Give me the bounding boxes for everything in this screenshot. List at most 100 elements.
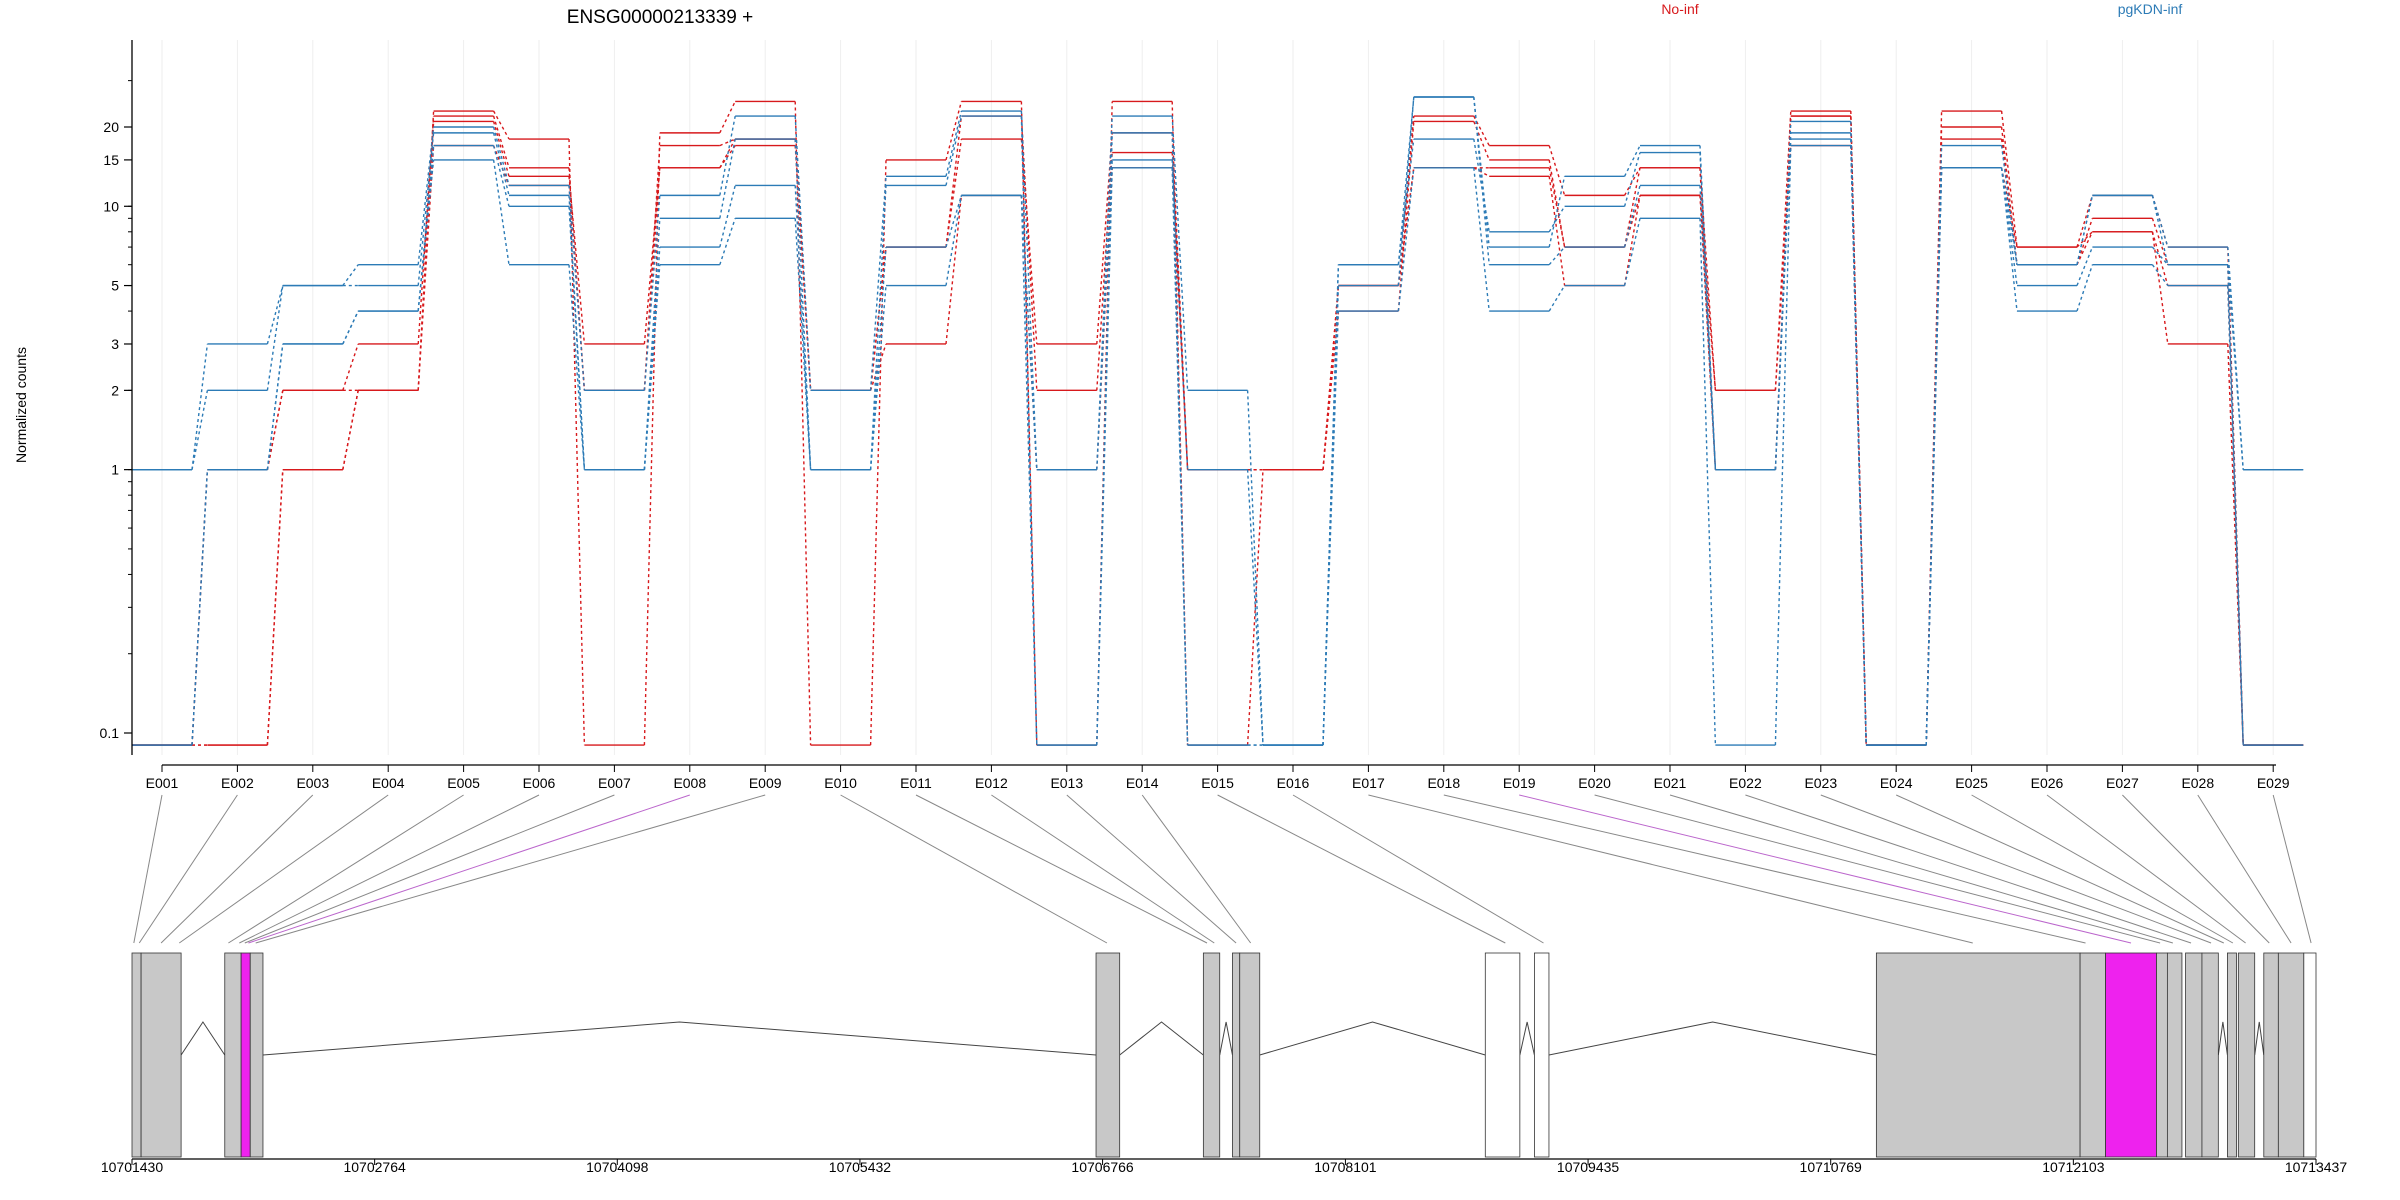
genome-tick-label: 10712103 [2042,1159,2105,1175]
connector [2076,231,2093,248]
x-tick-label-e002: E002 [221,775,254,791]
connector [2151,231,2169,345]
exon-block [224,952,242,1158]
connector [568,139,586,746]
exon-block [2079,952,2106,1158]
exon-block [2166,952,2183,1158]
connector [1246,469,1264,746]
connector [643,167,661,391]
x-tick-label-e011: E011 [900,775,932,791]
connector [417,145,435,391]
x-tick-label-e024: E024 [1880,775,1913,791]
legend-label-no-inf: No-inf [1661,1,1698,17]
x-tick-label-e003: E003 [296,775,329,791]
intron [1119,1021,1204,1056]
connector [794,101,812,746]
y-tick-label: 3 [111,336,119,352]
connector [869,159,887,746]
exon-link-line [1443,794,2086,944]
connector [1623,218,1641,286]
connector [2076,246,2094,286]
genome-tick-label: 10705432 [829,1159,892,1175]
connector [1020,195,1038,746]
connector [1623,145,1641,177]
exon-block [1232,952,1241,1158]
exon-link-line [1368,794,1973,944]
x-tick-label-e018: E018 [1427,775,1460,791]
connector [568,176,586,345]
connector [1171,159,1189,470]
connector [1623,167,1641,248]
plot-axes: 0.1 1 2 3 5 10 15 20 E001 E002 E003 E004 E005 E006 E00… [100,40,2290,791]
connector [1397,167,1415,286]
connector [2227,247,2244,470]
exon-link-line [2046,794,2246,944]
connector [643,167,661,345]
x-tick-label-e005: E005 [447,775,480,791]
connector [568,206,586,470]
connector [945,116,963,248]
x-tick-label-e016: E016 [1277,775,1310,791]
connector [266,285,284,345]
exon-link-line [1895,794,2224,944]
exon-link-line [1217,794,1506,944]
exon-block [2237,952,2256,1158]
connector [1096,116,1113,470]
x-tick-label-e028: E028 [2181,775,2214,791]
connector [2227,264,2244,470]
x-tick-label-e006: E006 [523,775,556,791]
connector [1623,185,1641,248]
exon-link-line [133,794,163,944]
connector [719,185,736,248]
connector [342,310,359,345]
connector [266,390,284,470]
y-tick-label: 5 [111,278,119,294]
connector [1548,285,1566,312]
connector [1548,176,1566,248]
connector [1397,96,1415,265]
intron [1519,1021,1535,1056]
connector [2151,195,2169,265]
connector [492,126,510,186]
x-tick-label-e004: E004 [372,775,405,791]
series-lines [132,96,2304,746]
connector [643,145,661,391]
connector [1850,145,1867,746]
connector [1473,167,1490,312]
connector [191,390,209,470]
y-tick-label: 2 [111,382,119,398]
exon-link-line [248,794,690,944]
exon-block [1202,952,1221,1158]
connector [342,390,359,470]
connector [417,121,435,391]
gridlines [161,40,2274,755]
connector [1020,195,1038,470]
connector [1096,167,1113,746]
connector [1397,96,1415,286]
exon-block [2156,952,2168,1158]
exon-block [2105,952,2157,1158]
connector [2227,285,2244,746]
connector [1246,390,1264,746]
genome-tick-label: 10701430 [101,1159,164,1175]
connector [2076,264,2094,312]
connector [417,145,435,312]
exon-link-line [1669,794,2173,944]
connector [1548,176,1566,286]
x-tick-label-e017: E017 [1352,775,1385,791]
connector [2000,167,2018,312]
exon-link-line [991,794,1215,944]
connector [2076,218,2094,265]
exon-link-line [2197,794,2292,944]
connector [1473,96,1490,265]
connector [1925,110,1943,746]
connector [492,145,510,207]
genome-tick-label: 10708101 [1314,1159,1377,1175]
x-tick-label-e013: E013 [1050,775,1083,791]
exon-link-line [2272,794,2312,944]
x-tick-label-e027: E027 [2106,775,2139,791]
connector [1699,152,1717,470]
connector [2227,264,2244,746]
legend-label-pgkdn-inf: pgKDN-inf [2118,1,2183,17]
x-tick-label-e009: E009 [749,775,782,791]
